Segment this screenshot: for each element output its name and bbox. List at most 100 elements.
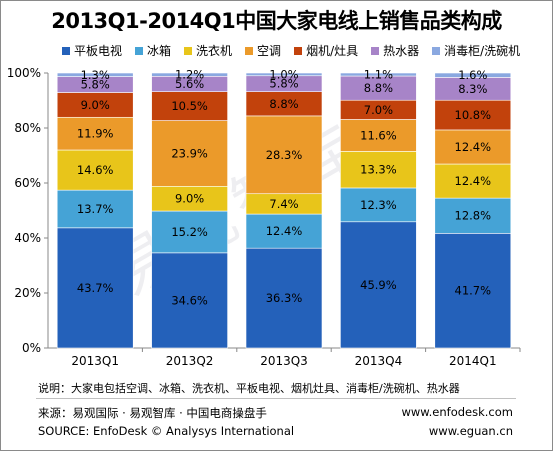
footer-divider [36,398,516,399]
bar-segment [434,129,512,165]
legend-label: 冰箱 [147,44,172,58]
data-label: 12.8% [455,209,492,223]
bar-segment [245,213,323,249]
bar-segment [340,187,417,223]
legend-swatch [184,46,193,55]
x-tick-label: 2013Q2 [166,354,214,368]
y-tick-label: 40% [14,231,41,245]
data-label: 23.9% [171,146,208,160]
data-label: 9.0% [175,192,204,206]
y-tick-label: 100% [7,66,41,80]
source-en: SOURCE: EnfoDesk © Analysys Internationa… [38,424,295,438]
data-label: 7.0% [364,103,393,117]
url-eguan: www.eguan.cn [428,424,513,438]
bar-segment [245,91,323,117]
bar-segment [56,189,134,229]
data-label: 8.8% [269,97,298,111]
chart-legend: 平板电视 冰箱 洗衣机 空调 烟机/灶具 热水器 消毒柜/洗碗机 [62,42,552,59]
bar-segment [434,99,512,131]
bar-segment [245,247,323,349]
bar-segment [56,227,134,349]
bar-segment [340,75,417,101]
x-tick-label: 2013Q1 [71,354,119,368]
legend-swatch [135,46,144,55]
data-label: 41.7% [455,284,492,298]
bar-segment [151,91,228,121]
bar-segment [151,210,228,254]
bar-segment [434,163,512,199]
source-cn: 来源：易观国际 · 易观智库 · 中国电商操盘手 [38,406,267,420]
legend-label: 平板电视 [74,44,123,58]
data-label: 1.2% [175,68,204,82]
legend-swatch [432,46,441,55]
bar-segment [151,120,228,187]
data-label: 14.6% [77,163,114,177]
bar-segment [245,72,323,77]
stacked-bar-chart: 0% 20% 40% 60% 80% 100% 43.7% 13.7% 14.6% 11.9% 9.… [7,66,521,368]
y-tick-label: 20% [14,286,41,300]
legend-swatch [294,46,303,55]
bar-segment [151,72,228,77]
legend-swatch [371,46,380,55]
legend-swatch [62,46,70,55]
data-label: 12.4% [455,174,492,188]
bar-segment [151,252,228,349]
data-label: 12.4% [266,224,303,238]
y-tick-label: 60% [14,176,41,190]
x-tick-label: 2014Q1 [449,354,497,368]
x-tick-label: 2013Q4 [355,354,403,368]
legend-swatch [245,46,254,55]
bar-segment [340,221,417,349]
legend-item: 消毒柜/洗碗机 [432,42,520,59]
legend-item: 平板电视 [62,42,122,59]
bar-segment [434,72,512,78]
data-label: 5.6% [175,77,204,91]
data-label: 13.3% [360,163,397,177]
data-label: 1.3% [81,68,110,82]
data-label: 11.9% [77,127,114,141]
data-label: 11.6% [360,128,397,142]
data-label: 28.3% [266,148,303,162]
data-label: 12.3% [360,198,397,212]
legend-item: 空调 [245,42,281,59]
data-label: 10.5% [171,99,208,113]
data-label: 12.4% [455,140,492,154]
data-label: 45.9% [360,278,397,292]
x-tick-label: 2013Q3 [260,354,308,368]
chart-title: 2013Q1-2014Q1中国大家电线上销售品类构成 [51,9,502,33]
bar-segment [56,72,134,77]
data-label: 34.6% [171,293,208,307]
bar-segment [340,72,417,77]
data-label: 7.4% [269,197,298,211]
data-label: 13.7% [77,202,114,216]
data-label: 9.0% [81,98,110,112]
legend-label: 烟机/灶具 [306,44,359,58]
legend-item: 冰箱 [135,42,171,59]
data-label: 1.0% [269,67,298,81]
legend-item: 烟机/灶具 [294,42,358,59]
legend-label: 热水器 [383,44,420,58]
bar-segment [340,151,417,189]
y-tick-label: 0% [22,341,41,355]
legend-item: 洗衣机 [184,42,232,59]
legend-label: 消毒柜/洗碗机 [444,44,521,58]
data-label: 10.8% [455,108,492,122]
bar-segment [56,149,134,191]
data-label: 8.8% [364,81,393,95]
legend-item: 热水器 [371,42,419,59]
data-label: 36.3% [266,291,303,305]
data-label: 1.6% [458,68,487,82]
bar-segment [151,186,228,212]
data-label: 5.8% [269,77,298,91]
bar-segment [245,115,323,195]
data-label: 43.7% [77,281,114,295]
data-label: 8.3% [458,82,487,96]
bar-segment [56,116,134,151]
chart-note: 说明：大家电包括空调、冰箱、洗衣机、平板电视、烟机灶具、消毒柜/洗碗机、热水器 [38,382,460,395]
data-label: 5.8% [81,78,110,92]
y-tick-label: 80% [14,121,41,135]
url-enfodesk: www.enfodesk.com [401,405,513,419]
data-label: 15.2% [171,225,208,239]
bar-segment [340,119,417,152]
legend-label: 洗衣机 [196,44,233,58]
